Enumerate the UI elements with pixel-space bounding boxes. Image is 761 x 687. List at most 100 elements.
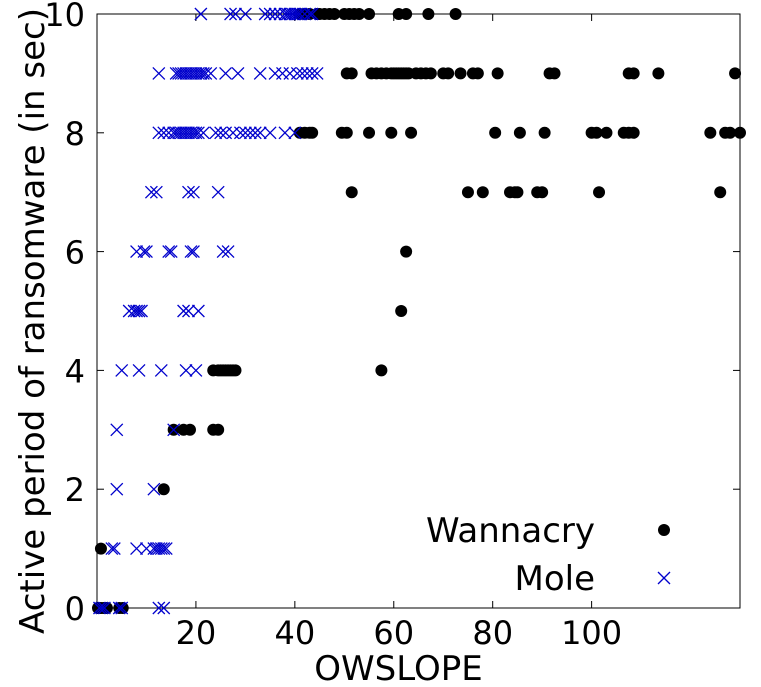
mole-point <box>164 245 178 259</box>
y-tick-label: 6 <box>65 234 85 272</box>
legend-marker-mole <box>657 571 671 585</box>
mole-point <box>130 304 144 318</box>
x-axis-title: OWSLOPE <box>314 649 482 687</box>
wannacry-point <box>600 126 613 139</box>
mole-point <box>204 66 218 80</box>
mole-point <box>182 185 195 199</box>
mole-point <box>288 126 302 140</box>
mole-point <box>162 245 176 259</box>
mole-point <box>149 185 163 199</box>
wannacry-point <box>489 126 502 139</box>
wannacry-point <box>375 364 388 377</box>
mole-point <box>276 66 289 80</box>
x-tick-label: 40 <box>274 614 315 652</box>
mole-point <box>132 304 146 318</box>
wannacry-point <box>100 602 113 614</box>
x-tick-label: 20 <box>176 614 217 652</box>
mole-point <box>310 66 324 80</box>
wannacry-point <box>424 67 437 80</box>
y-tick-label: 2 <box>65 471 85 509</box>
mole-point <box>110 423 124 437</box>
wannacry-point <box>449 8 462 20</box>
y-tick-label: 8 <box>65 115 85 153</box>
y-axis-title: Active period of ransomware (in sec) <box>13 8 53 634</box>
mole-point <box>258 7 272 21</box>
legend: Wannacry Mole <box>426 511 671 599</box>
wannacry-point <box>461 186 474 199</box>
wannacry-point <box>593 186 606 199</box>
mole-point <box>184 245 198 259</box>
wannacry-point <box>590 126 603 139</box>
mole-point <box>107 542 121 556</box>
wannacry-point <box>328 8 341 20</box>
wannacry-point <box>729 67 742 80</box>
legend-marker-wannacry <box>658 524 670 536</box>
wannacry-point <box>345 67 358 80</box>
wannacry-point <box>400 245 413 258</box>
wannacry-point <box>704 126 717 139</box>
mole-point <box>157 126 171 140</box>
mole-point <box>182 304 195 318</box>
mole-point <box>137 245 151 259</box>
wannacry-point <box>385 126 398 139</box>
wannacry-point <box>471 67 484 80</box>
mole-point <box>159 542 173 556</box>
mole-point <box>132 363 146 377</box>
mole-point <box>238 7 252 21</box>
wannacry-point <box>538 126 551 139</box>
mole-point <box>221 245 235 259</box>
legend-label-wannacry: Wannacry <box>426 511 595 551</box>
wannacry-point <box>476 186 489 199</box>
wannacry-point <box>395 305 408 317</box>
wannacry-point <box>405 126 418 139</box>
mole-point <box>199 66 213 80</box>
mole-point <box>154 363 168 377</box>
wannacry-point <box>724 126 737 139</box>
wannacry-point <box>345 186 358 199</box>
wannacry-point <box>714 186 727 199</box>
mole-point <box>95 601 109 615</box>
mole-point <box>144 185 158 199</box>
mole-point <box>226 126 240 140</box>
mole-point <box>231 66 245 80</box>
x-tick-label: 60 <box>373 614 414 652</box>
mole-point <box>233 126 247 140</box>
data-points <box>91 7 746 615</box>
mole-point <box>238 126 252 140</box>
mole-point <box>268 66 282 80</box>
mole-point <box>140 245 153 259</box>
mole-point <box>253 126 267 140</box>
mole-point <box>194 66 208 80</box>
mole-point <box>283 66 297 80</box>
y-tick-label: 4 <box>65 352 85 390</box>
mole-point <box>97 601 111 615</box>
mole-point <box>278 126 292 140</box>
mole-point <box>177 304 191 318</box>
mole-point <box>305 7 319 21</box>
mole-point <box>93 601 106 615</box>
mole-point <box>152 126 166 140</box>
wannacry-point <box>212 423 225 436</box>
mole-point <box>268 7 282 21</box>
wannacry-point <box>513 126 526 139</box>
wannacry-point <box>627 67 640 80</box>
mole-point <box>167 423 181 437</box>
mole-point <box>263 7 277 21</box>
mole-point <box>288 7 302 21</box>
mole-point <box>191 126 205 140</box>
mole-point <box>105 542 119 556</box>
mole-point <box>154 542 168 556</box>
wannacry-point <box>229 364 242 377</box>
mole-point <box>115 601 129 615</box>
mole-point <box>130 245 144 259</box>
mole-point <box>243 126 257 140</box>
mole-point <box>253 66 267 80</box>
plot-frame <box>96 13 741 609</box>
mole-point <box>300 66 314 80</box>
mole-point <box>147 482 161 496</box>
wannacry-point <box>363 8 376 20</box>
wannacry-point <box>454 67 467 80</box>
wannacry-point <box>363 126 376 139</box>
mole-point <box>152 601 166 615</box>
y-tick-label: 10 <box>44 0 85 34</box>
